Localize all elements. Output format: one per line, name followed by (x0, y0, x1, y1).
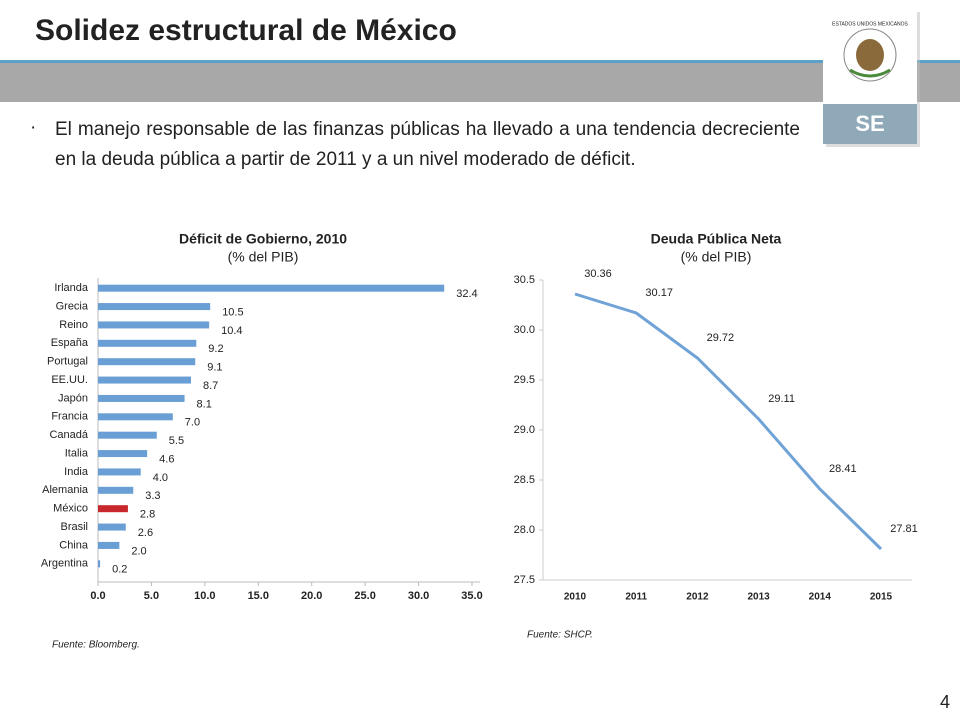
y-tick-label: Italia (65, 447, 89, 459)
value-label: 2.0 (131, 545, 146, 557)
value-label: 5.5 (169, 435, 184, 447)
emblem-wreath (849, 68, 891, 78)
bar (98, 394, 185, 402)
y-tick-label: India (64, 466, 89, 478)
bar (98, 284, 445, 292)
y-tick-label: Brasil (60, 521, 88, 533)
y-tick-label: China (59, 539, 89, 551)
bar (98, 321, 210, 329)
x-tick-label: 2014 (809, 592, 832, 603)
value-label: 7.0 (185, 417, 200, 429)
value-label: 4.0 (153, 472, 168, 484)
emblem-ring (843, 28, 897, 82)
value-label: 9.2 (208, 343, 223, 355)
y-tick-label: 28.0 (514, 524, 535, 536)
bullet-box: El manejo responsable de las finanzas pú… (55, 119, 800, 170)
chart-title: Déficit de Gobierno, 2010 (179, 231, 347, 247)
source-note: Fuente: SHCP. (527, 630, 593, 641)
x-tick-label: 20.0 (301, 590, 322, 602)
value-label: 2.8 (140, 509, 155, 521)
bar (98, 541, 120, 549)
y-tick-label: 30.0 (514, 324, 535, 336)
x-tick-label: 2011 (625, 592, 647, 603)
value-label: 4.6 (159, 453, 174, 465)
value-label: 8.7 (203, 380, 218, 392)
y-tick-label: Japón (58, 392, 88, 404)
emblem-eagle (856, 39, 884, 71)
y-tick-label: España (51, 337, 89, 349)
value-label: 8.1 (197, 398, 212, 410)
logo: ESTADOS UNIDOS MEXICANOS SE (823, 9, 920, 147)
x-tick-label: 30.0 (408, 590, 429, 602)
value-label: 9.1 (207, 362, 222, 374)
value-label: 28.41 (829, 463, 857, 475)
value-label: 10.4 (221, 325, 242, 337)
y-tick-label: EE.UU. (51, 374, 88, 386)
logo-band (823, 104, 917, 144)
bullet-text: El manejo responsable de las finanzas pú… (55, 119, 800, 170)
header-band (0, 63, 960, 102)
value-label: 29.11 (768, 393, 795, 405)
bar (98, 303, 211, 311)
y-tick-label: 29.0 (514, 424, 535, 436)
page-number: 4 (940, 692, 950, 712)
value-label: 30.17 (645, 287, 673, 299)
y-tick-label: México (53, 503, 88, 515)
x-tick-label: 0.0 (90, 590, 105, 602)
x-tick-label: 2010 (564, 592, 587, 603)
bar (98, 339, 197, 347)
bar (98, 431, 157, 439)
y-tick-label: Portugal (47, 356, 88, 368)
value-label: 32.4 (456, 288, 477, 300)
y-tick-label: 27.5 (514, 574, 535, 586)
logo-label: SE (855, 111, 884, 136)
value-label: 0.2 (112, 564, 127, 576)
source-note: Fuente: Bloomberg. (52, 640, 140, 651)
value-label: 2.6 (138, 527, 153, 539)
y-tick-label: Reino (59, 319, 88, 331)
bar (98, 413, 173, 421)
y-tick-label: 28.5 (514, 474, 535, 486)
y-tick-label: Irlanda (54, 282, 89, 294)
bar (98, 358, 196, 366)
bar (98, 376, 191, 384)
bar (98, 450, 148, 458)
chart-subtitle: (% del PIB) (681, 249, 752, 265)
value-label: 30.36 (584, 268, 612, 280)
emblem-text: ESTADOS UNIDOS MEXICANOS (832, 21, 908, 27)
y-tick-label: Canadá (49, 429, 88, 441)
y-tick-label: 30.5 (514, 274, 535, 286)
bar (98, 523, 126, 531)
y-tick-label: Argentina (41, 558, 89, 570)
x-tick-label: 25.0 (354, 590, 375, 602)
bar (98, 505, 128, 513)
y-tick-label: Grecia (56, 300, 89, 312)
y-tick-label: Alemania (42, 484, 89, 496)
value-label: 29.72 (707, 332, 735, 344)
value-label: 3.3 (145, 490, 160, 502)
accent-line (0, 60, 960, 63)
x-tick-label: 35.0 (461, 590, 482, 602)
bar (98, 486, 134, 494)
x-tick-label: 2015 (870, 592, 893, 603)
bullet-mark: · (30, 117, 36, 138)
x-tick-label: 5.0 (144, 590, 159, 602)
y-tick-label: Francia (51, 411, 89, 423)
slide-title: Solidez estructural de México (35, 14, 457, 47)
value-label: 27.81 (890, 523, 918, 535)
x-tick-label: 2012 (686, 592, 709, 603)
x-tick-label: 15.0 (248, 590, 269, 602)
value-label: 10.5 (222, 306, 243, 318)
bar (98, 468, 141, 476)
chart-subtitle: (% del PIB) (228, 249, 299, 265)
chart-title: Deuda Pública Neta (651, 231, 782, 247)
x-tick-label: 2013 (747, 592, 770, 603)
data-line (574, 292, 883, 551)
y-tick-label: 29.5 (514, 374, 535, 386)
bar (98, 560, 101, 568)
x-tick-label: 10.0 (194, 590, 215, 602)
